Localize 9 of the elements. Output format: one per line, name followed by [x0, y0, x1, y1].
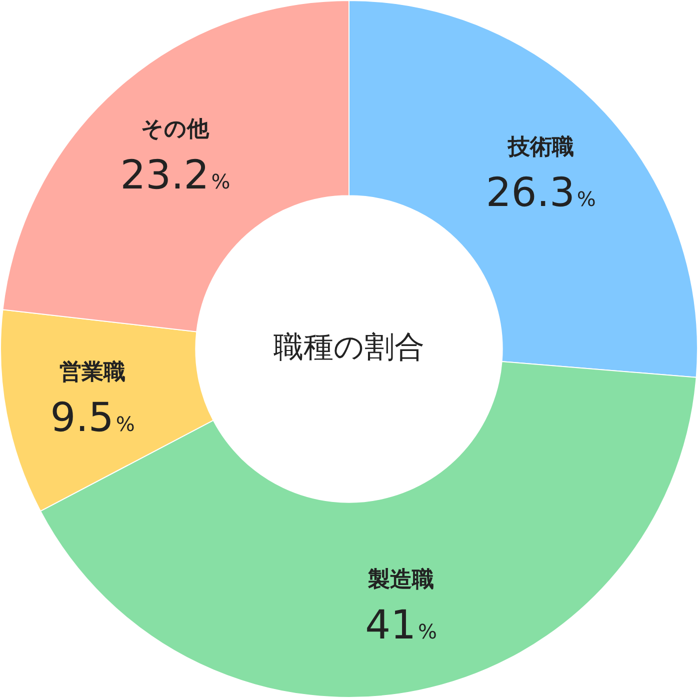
text: 職種の割合 — [274, 330, 424, 365]
slice-label: 営業職 — [60, 360, 126, 385]
slice-label: その他 — [141, 117, 210, 142]
slice-label: 技術職 — [506, 134, 574, 160]
data-label: 9.5% — [50, 395, 135, 442]
data-label: 23.2% — [120, 152, 230, 198]
data-label: 41% — [365, 602, 438, 649]
slice-label: 製造職 — [367, 567, 434, 592]
data-label: 26.3% — [486, 170, 596, 216]
